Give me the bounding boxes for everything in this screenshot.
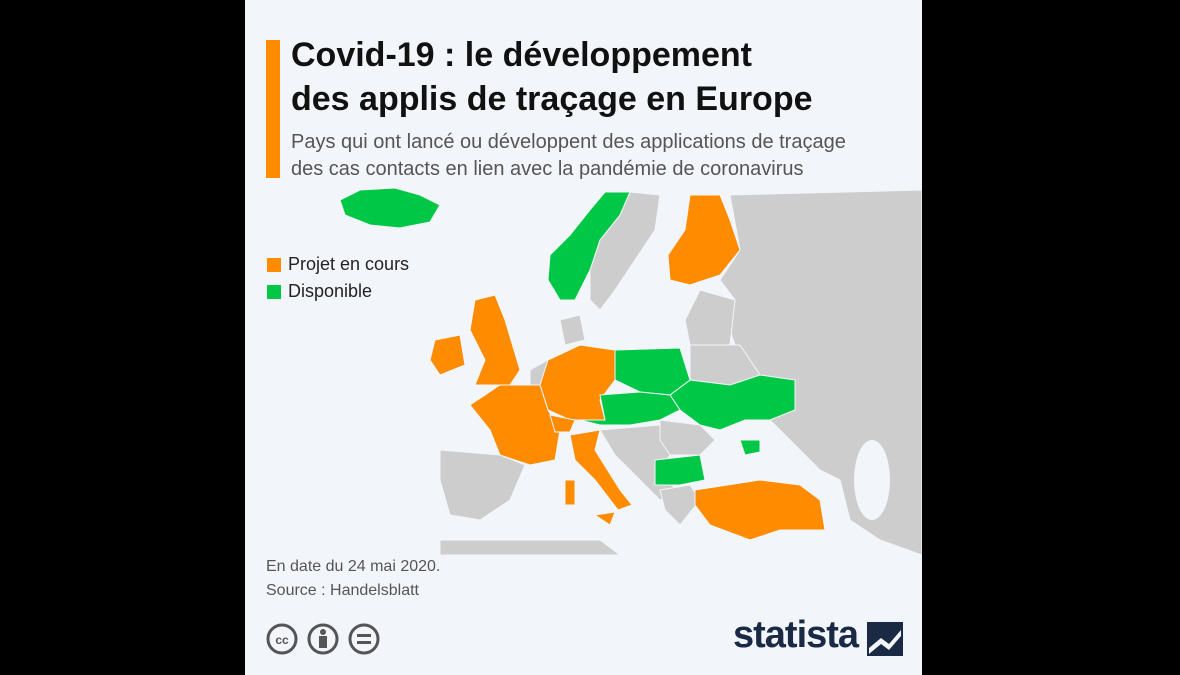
bulgaria — [654, 454, 706, 486]
poland — [614, 347, 691, 396]
source: Source : Handelsblatt — [266, 582, 419, 599]
brand-logo — [867, 622, 903, 656]
legend-swatch — [267, 258, 281, 272]
italy — [569, 429, 633, 511]
uk — [469, 294, 521, 386]
brand: statista — [733, 614, 859, 656]
legend-label: Projet en cours — [288, 254, 410, 274]
norway — [547, 191, 631, 301]
central-europe — [579, 391, 681, 426]
france — [469, 384, 561, 466]
title-line: Covid-19 : le développement — [291, 36, 752, 74]
subtitle-line: des cas contacts en lien avec la pandémi… — [291, 158, 804, 180]
sicily — [593, 511, 616, 526]
crimea — [739, 439, 761, 456]
accent-bar — [266, 40, 280, 178]
legend-label: Disponible — [288, 281, 373, 301]
iceland — [339, 187, 441, 229]
legend-swatch — [267, 285, 281, 299]
note: En date du 24 mai 2020. — [266, 558, 441, 575]
switzerland — [549, 414, 576, 433]
subtitle-line: Pays qui ont lancé ou développent des ap… — [291, 131, 846, 153]
map — [339, 187, 922, 556]
sardinia — [564, 479, 576, 506]
title-line: des applis de traçage en Europe — [291, 80, 813, 118]
greece — [659, 484, 701, 526]
baltics — [684, 289, 736, 346]
turkey — [694, 479, 826, 541]
finland — [667, 194, 741, 286]
svg-text:cc: cc — [275, 633, 289, 647]
denmark — [559, 314, 586, 346]
iberia — [439, 449, 526, 521]
africa — [439, 539, 622, 556]
card: Covid-19 : le développement des applis d… — [245, 0, 922, 675]
ireland — [429, 334, 466, 376]
license-icons: cc — [266, 623, 380, 655]
caspian — [854, 440, 890, 520]
